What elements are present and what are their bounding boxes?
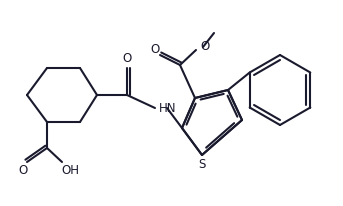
Text: O: O <box>150 42 159 55</box>
Text: O: O <box>122 52 132 64</box>
Text: OH: OH <box>61 164 79 177</box>
Text: S: S <box>198 158 206 172</box>
Text: HN: HN <box>159 102 177 115</box>
Text: O: O <box>200 40 209 53</box>
Text: O: O <box>19 164 28 177</box>
